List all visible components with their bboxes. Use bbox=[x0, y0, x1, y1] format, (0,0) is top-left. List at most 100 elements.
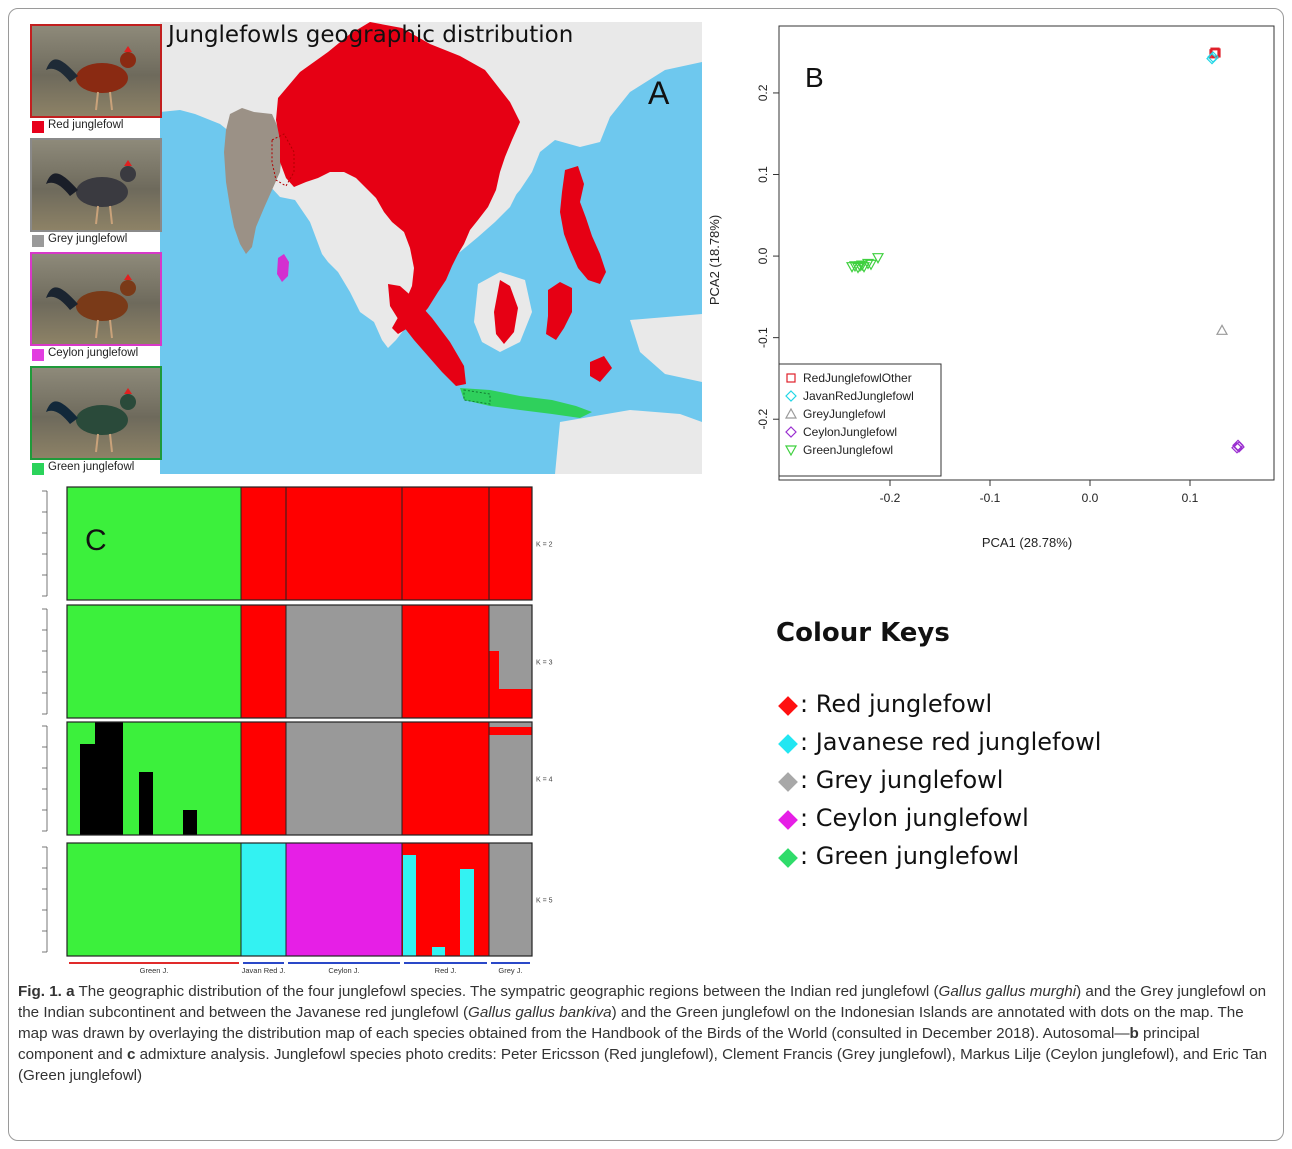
pca-point bbox=[1207, 51, 1219, 63]
admixture-bar-Green J. bbox=[95, 722, 123, 835]
species-photo-column: Red junglefowl Grey junglefowl Ceylon jung… bbox=[28, 24, 164, 482]
admixture-bar-Green J. bbox=[67, 605, 241, 718]
admixture-bar-Javan Red J. bbox=[241, 722, 286, 835]
caption-species-2: Gallus gallus bankiva bbox=[468, 1004, 612, 1021]
range-red-philippines bbox=[560, 166, 606, 284]
pca-x-tick-label: -0.1 bbox=[980, 491, 1001, 505]
pca-point bbox=[857, 262, 871, 273]
species-swatch bbox=[32, 349, 44, 361]
caption-text-2: ) and the Grey junglefowl on the Indian … bbox=[18, 983, 1267, 1021]
admixture-bar-Ceylon J. bbox=[286, 605, 402, 718]
rooster-icon bbox=[46, 274, 136, 339]
pca-x-tick-label: -0.2 bbox=[880, 491, 901, 505]
pca-legend-label: CeylonJunglefowl bbox=[803, 425, 897, 439]
junglefowl-photo bbox=[30, 252, 162, 346]
admixture-bar-Grey J. bbox=[489, 651, 499, 718]
admixture-bar-Green J. bbox=[67, 487, 241, 600]
caption-text-1: The geographic distribution of the four … bbox=[74, 983, 939, 1000]
admixture-bar-Green J. bbox=[80, 744, 95, 835]
admixture-bar-Red J. bbox=[403, 855, 416, 956]
pca-legend-box bbox=[778, 363, 942, 477]
caption-b: b bbox=[1129, 1025, 1139, 1042]
rooster-icon bbox=[46, 388, 136, 453]
map-title: Junglefowls geographic distribution bbox=[168, 22, 574, 48]
colour-key-label: : Green junglefowl bbox=[800, 842, 1020, 870]
admixture-row-frame bbox=[66, 842, 533, 957]
admixture-k-label: K = 4 bbox=[536, 777, 553, 784]
admixture-row-frame bbox=[66, 604, 533, 719]
admixture-bar-Grey J. bbox=[499, 689, 532, 718]
pca-plot: B PCA1 (28.78%) PCA2 (18.78%) -0.2 -0.1 0.… bbox=[707, 25, 1275, 550]
pca-point bbox=[864, 259, 878, 271]
species-swatch bbox=[32, 463, 44, 475]
caption-text-3: ) and the Green junglefowl on the Indone… bbox=[18, 1004, 1244, 1042]
rooster-icon bbox=[46, 46, 136, 111]
pca-y-tick-label: -0.2 bbox=[756, 409, 770, 430]
admixture-group-label: Javan Red J. bbox=[242, 966, 286, 975]
pca-x-tick-label: 0.1 bbox=[1182, 491, 1199, 505]
admixture-group-label: Red J. bbox=[435, 966, 457, 975]
admixture-bar-Grey J. bbox=[489, 727, 532, 735]
admixture-bar-Javan Red J. bbox=[241, 487, 286, 600]
pca-y-tick-label: 0.2 bbox=[756, 84, 770, 101]
colour-key-label: : Red junglefowl bbox=[800, 690, 993, 718]
colour-key-label: : Javanese red junglefowl bbox=[800, 728, 1102, 756]
admixture-bar-Javan Red J. bbox=[241, 843, 286, 956]
pca-legend-label: RedJunglefowlOther bbox=[803, 371, 912, 385]
caption-text-5: admixture analysis. Junglefowl species p… bbox=[18, 1046, 1268, 1084]
admixture-row-frame bbox=[66, 721, 533, 836]
species-photo-card: Grey junglefowl bbox=[28, 138, 164, 252]
sympatric-java bbox=[463, 389, 491, 405]
pca-legend-marker bbox=[784, 445, 798, 457]
admixture-bar-Red J. bbox=[432, 947, 445, 956]
colour-key-label: : Grey junglefowl bbox=[800, 766, 1004, 794]
admixture-row: K = 5 bbox=[42, 842, 553, 957]
admixture-bar-Green J. bbox=[67, 843, 241, 956]
colour-keys-title: Colour Keys bbox=[776, 618, 950, 648]
pca-legend-marker bbox=[786, 373, 796, 383]
pca-ylabel: PCA2 (18.78%) bbox=[707, 215, 722, 305]
species-photo-label: Ceylon junglefowl bbox=[48, 347, 139, 359]
range-red-sulawesi bbox=[546, 282, 572, 340]
pca-y-tick-label: 0.1 bbox=[756, 166, 770, 183]
pca-point bbox=[855, 260, 869, 272]
panel-c-letter: C bbox=[85, 524, 107, 557]
caption-a: a bbox=[66, 983, 75, 1000]
admixture-bar-Ceylon J. bbox=[286, 843, 402, 956]
admixture-k-label: K = 2 bbox=[536, 542, 553, 549]
junglefowl-photo bbox=[30, 24, 162, 118]
pca-point bbox=[853, 261, 867, 273]
admixture-bar-Red J. bbox=[460, 869, 474, 956]
pca-plot-box bbox=[778, 25, 1275, 481]
land-australia bbox=[555, 410, 702, 474]
admixture-bar-Red J. bbox=[402, 605, 489, 718]
species-photo-label: Grey junglefowl bbox=[48, 233, 128, 245]
admixture-bar-Red J. bbox=[402, 487, 489, 600]
admixture-k-label: K = 3 bbox=[536, 660, 553, 667]
admixture-bar-Grey J. bbox=[489, 487, 532, 600]
admixture-group-label: Green J. bbox=[140, 966, 169, 975]
pca-legend-label: JavanRedJunglefowl bbox=[803, 389, 914, 403]
admixture-row: K = 4 bbox=[42, 721, 553, 836]
pca-point bbox=[1209, 49, 1219, 59]
admixture-bar-Javan Red J. bbox=[241, 605, 286, 718]
caption-fig-label: Fig. 1. bbox=[18, 983, 62, 1000]
admixture-row: K = 3 bbox=[42, 604, 553, 719]
pca-legend-marker bbox=[784, 407, 798, 419]
pca-legend-label: GreyJunglefowl bbox=[803, 407, 886, 421]
species-photo-label: Red junglefowl bbox=[48, 119, 124, 131]
range-green-java bbox=[460, 388, 592, 418]
range-red-mainland bbox=[276, 22, 520, 334]
pca-x-tick-label: 0.0 bbox=[1082, 491, 1099, 505]
caption-c: c bbox=[126, 1046, 136, 1063]
figure-caption: Fig. 1. a The geographic distribution of… bbox=[18, 981, 1276, 1086]
pca-point bbox=[1233, 441, 1245, 453]
junglefowl-photo bbox=[30, 366, 162, 460]
junglefowl-photo bbox=[30, 138, 162, 232]
species-photo-label: Green junglefowl bbox=[48, 461, 135, 473]
panel-a-letter: A bbox=[648, 75, 670, 111]
caption-species-1: Gallus gallus murghi bbox=[938, 983, 1077, 1000]
admixture-bar-Red J. bbox=[402, 722, 489, 835]
colour-key-label: : Ceylon junglefowl bbox=[800, 804, 1029, 832]
species-swatch bbox=[32, 235, 44, 247]
